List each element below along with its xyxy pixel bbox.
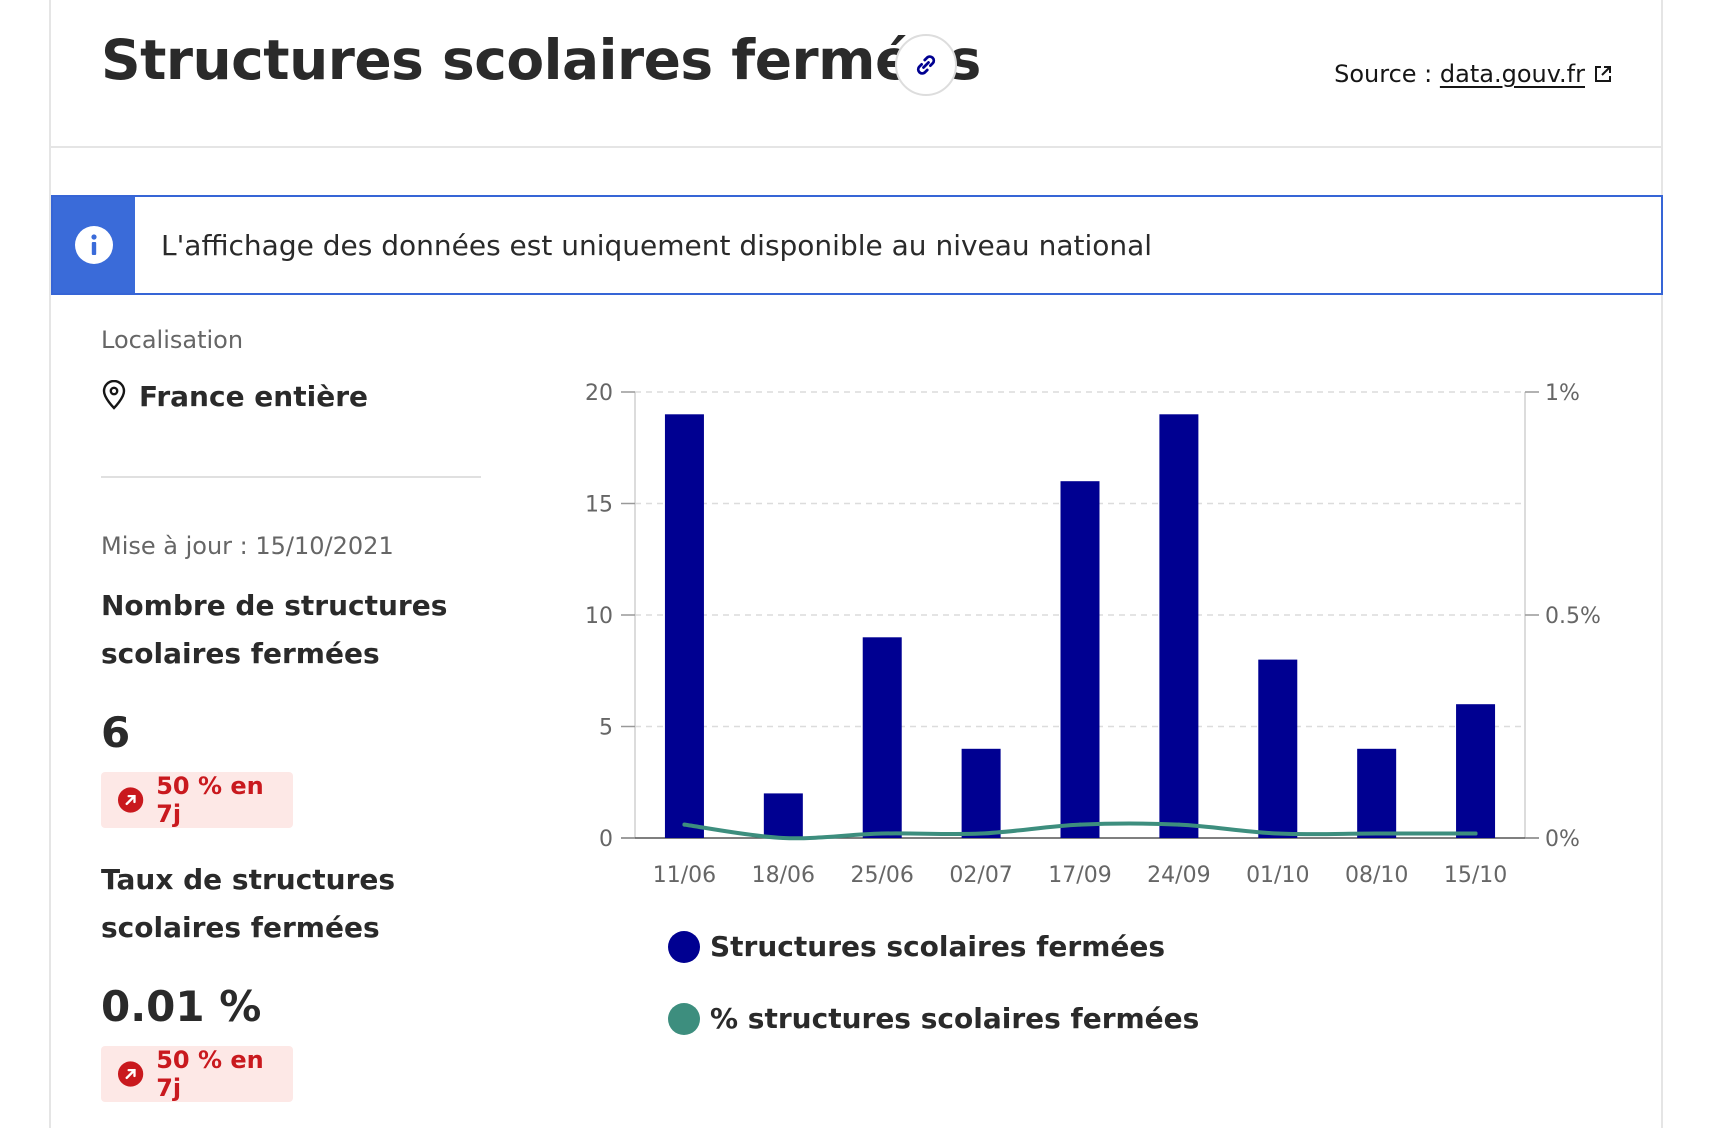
kpi-rate-title: Taux de structures scolaires fermées [101,863,396,944]
card-header: Structures scolaires fermées Source : da… [51,0,1661,148]
location-label: Localisation [101,326,244,354]
y-right-tick-label: 1% [1545,381,1580,406]
source-prefix: Source : [1334,60,1440,88]
link-icon [916,55,936,75]
x-tick-label: 25/06 [851,863,914,888]
bar [1357,748,1397,838]
source-line: Source : data.gouv.fr [1334,60,1613,88]
info-icon [75,226,113,264]
legend-dot-line [668,1002,700,1035]
copy-link-button[interactable] [895,34,957,96]
external-link-icon [1595,66,1611,82]
line-point [1374,831,1379,836]
bar [664,414,704,838]
bar [862,637,902,838]
divider [101,476,481,478]
info-notice: L'affichage des données est uniquement d… [51,195,1663,295]
line-point [880,831,885,836]
kpi-rate-value: 0.01 % [101,982,262,1031]
y-left-tick-label: 20 [585,381,613,406]
y-right-tick-label: 0% [1545,827,1580,852]
source-link[interactable]: data.gouv.fr [1440,60,1613,88]
update-date: Mise à jour : 15/10/2021 [101,532,394,560]
arrow-up-right-icon [117,1061,144,1087]
y-left-tick-label: 0 [599,827,613,852]
x-tick-label: 11/06 [653,863,716,888]
kpi-count-trend: 50 % en 7j [156,772,264,828]
indicator-card: Structures scolaires fermées Source : da… [49,0,1663,1128]
x-tick-label: 18/06 [752,863,815,888]
bar [1258,659,1298,838]
legend-label-line: % structures scolaires fermées [710,1002,1200,1035]
bar [961,748,1001,838]
kpi-count-trend-badge: 50 % en 7j [101,772,293,828]
source-link-text: data.gouv.fr [1439,60,1585,88]
kpi-count-title: Nombre de structures scolaires fermées [101,589,448,670]
location-value: France entière [139,380,369,413]
bar-line-chart: 0 5 10 15 20 0% 0.5% 1% 11/06 18/06 25/06 02/07 17/0… [585,381,1601,888]
bar [763,793,803,838]
notice-strip [53,197,135,293]
y-left-tick-label: 10 [585,604,613,629]
line-point [682,822,687,827]
notice-text: L'affichage des données est uniquement d… [161,229,1153,262]
bar [1159,414,1199,838]
x-tick-label: 01/10 [1246,863,1309,888]
legend-label-bars: Structures scolaires fermées [710,930,1166,963]
location-selector[interactable]: France entière [101,380,368,413]
line-point [979,831,984,836]
legend-item-line[interactable]: % structures scolaires fermées [668,1002,1199,1035]
x-tick-label: 17/09 [1048,863,1111,888]
y-left-tick-label: 5 [599,716,613,741]
x-tick-label: 15/10 [1444,863,1507,888]
x-tick-label: 24/09 [1147,863,1210,888]
line-point [1176,822,1181,827]
kpi-count-value: 6 [101,708,131,757]
map-pin-icon [102,380,126,410]
line-point [1473,831,1478,836]
kpi-rate-trend-badge: 50 % en 7j [101,1046,293,1102]
y-left-tick-label: 15 [585,493,613,518]
line-point [781,836,786,840]
line-point [1078,822,1082,827]
x-tick-label: 08/10 [1345,863,1408,888]
x-tick-label: 02/07 [949,863,1012,888]
y-right-tick-label: 0.5% [1545,604,1601,629]
line-point [1275,831,1280,836]
bar [1060,481,1100,838]
bar [1456,704,1496,838]
arrow-up-right-icon [117,787,144,813]
legend-dot-bars [668,930,700,963]
legend-item-bars[interactable]: Structures scolaires fermées [668,930,1165,963]
page-title: Structures scolaires fermées [101,28,981,92]
kpi-rate-trend: 50 % en 7j [156,1046,264,1102]
